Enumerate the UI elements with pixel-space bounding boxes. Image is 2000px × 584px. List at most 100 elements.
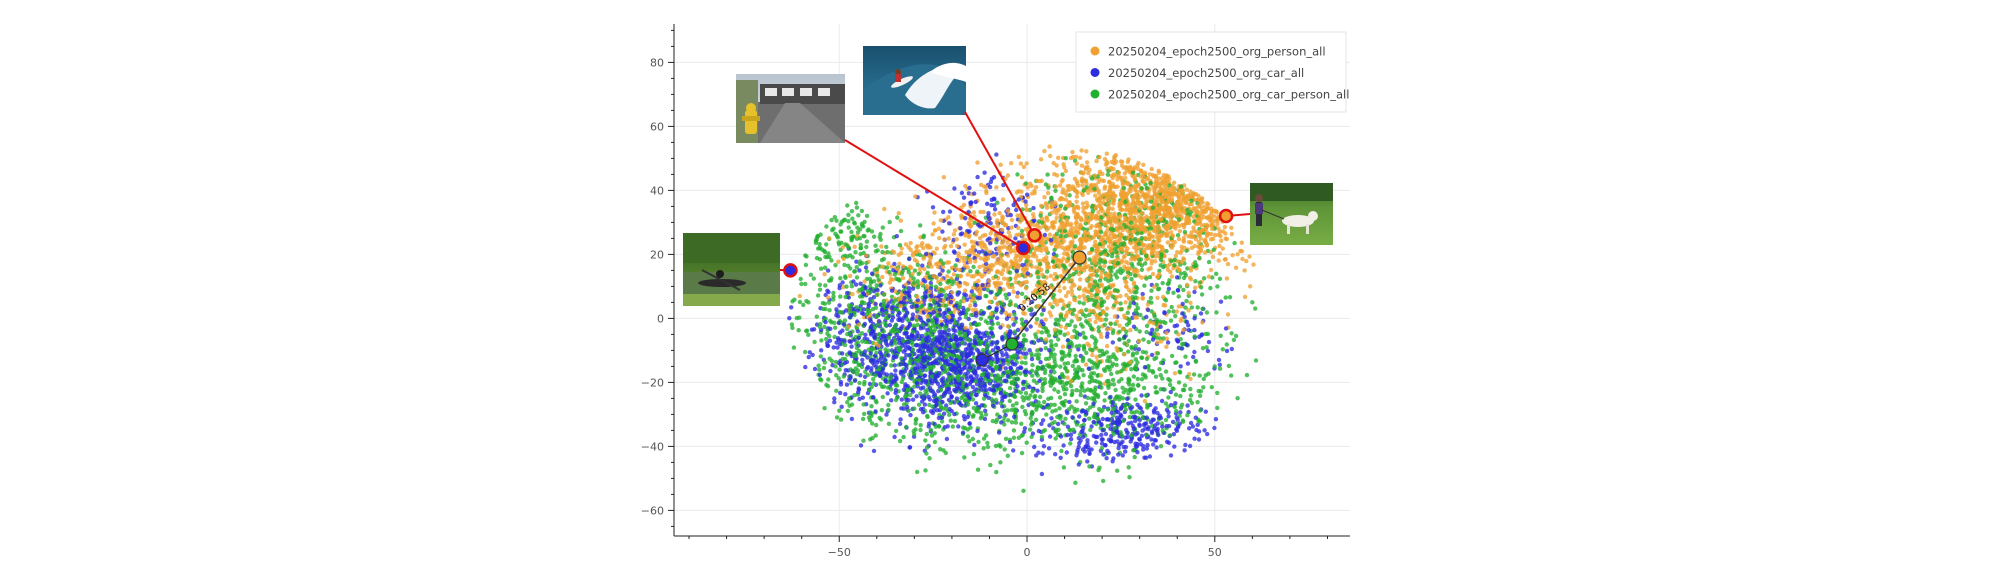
data-point xyxy=(1075,408,1079,412)
data-point xyxy=(939,218,943,222)
data-point xyxy=(1014,280,1018,284)
data-point xyxy=(812,340,816,344)
data-point xyxy=(803,282,807,286)
data-point xyxy=(944,286,948,290)
data-point xyxy=(1133,419,1137,423)
data-point xyxy=(904,331,908,335)
data-point xyxy=(932,210,936,214)
data-point xyxy=(1099,433,1103,437)
data-point xyxy=(1199,389,1203,393)
data-point xyxy=(797,328,801,332)
data-point xyxy=(869,358,873,362)
data-point xyxy=(1109,372,1113,376)
data-point xyxy=(1088,217,1092,221)
data-point xyxy=(1226,312,1230,316)
data-point xyxy=(966,434,970,438)
data-point xyxy=(1069,384,1073,388)
data-point xyxy=(1061,345,1065,349)
data-point xyxy=(1060,179,1064,183)
data-point xyxy=(1078,277,1082,281)
data-point xyxy=(1062,465,1066,469)
data-point xyxy=(1134,444,1138,448)
data-point xyxy=(838,294,842,298)
data-point xyxy=(886,403,890,407)
data-point xyxy=(1167,188,1171,192)
data-point xyxy=(924,451,928,455)
data-point xyxy=(1178,394,1182,398)
data-point xyxy=(1177,380,1181,384)
data-point xyxy=(880,265,884,269)
data-point xyxy=(898,422,902,426)
data-point xyxy=(1207,260,1211,264)
data-point xyxy=(994,233,998,237)
data-point xyxy=(1086,264,1090,268)
data-point xyxy=(1152,285,1156,289)
data-point xyxy=(971,351,975,355)
data-point xyxy=(850,209,854,213)
data-point xyxy=(1151,442,1155,446)
data-point xyxy=(988,463,992,467)
data-point xyxy=(1111,331,1115,335)
data-point xyxy=(1189,240,1193,244)
data-point xyxy=(938,282,942,286)
data-point xyxy=(1142,456,1146,460)
data-point xyxy=(839,417,843,421)
data-point xyxy=(899,219,903,223)
data-point xyxy=(982,397,986,401)
data-point xyxy=(1214,272,1218,276)
data-point xyxy=(1144,350,1148,354)
data-point xyxy=(1206,349,1210,353)
data-point xyxy=(1137,339,1141,343)
data-point xyxy=(1194,416,1198,420)
data-point xyxy=(1049,274,1053,278)
data-point xyxy=(971,265,975,269)
data-point xyxy=(1151,369,1155,373)
data-point xyxy=(1015,376,1019,380)
data-point xyxy=(1055,232,1059,236)
data-point xyxy=(838,330,842,334)
data-point xyxy=(1006,454,1010,458)
data-point xyxy=(852,360,856,364)
data-point xyxy=(1114,300,1118,304)
data-point xyxy=(983,294,987,298)
data-point xyxy=(1028,427,1032,431)
data-point xyxy=(1046,329,1050,333)
data-point xyxy=(835,415,839,419)
data-point xyxy=(1089,326,1093,330)
data-point xyxy=(1121,327,1125,331)
data-point xyxy=(1145,324,1149,328)
data-point xyxy=(1014,401,1018,405)
data-point xyxy=(923,468,927,472)
data-point xyxy=(1016,226,1020,230)
data-point xyxy=(1038,395,1042,399)
data-point xyxy=(913,371,917,375)
data-point xyxy=(1065,450,1069,454)
data-point xyxy=(1008,386,1012,390)
data-point xyxy=(1017,155,1021,159)
data-point xyxy=(893,373,897,377)
data-point xyxy=(989,342,993,346)
data-point xyxy=(1033,394,1037,398)
data-point xyxy=(1168,378,1172,382)
data-point xyxy=(1132,268,1136,272)
data-point xyxy=(1039,348,1043,352)
data-point xyxy=(1195,400,1199,404)
data-point xyxy=(960,341,964,345)
data-point xyxy=(953,228,957,232)
data-point xyxy=(1001,308,1005,312)
data-point xyxy=(961,425,965,429)
data-point xyxy=(953,250,957,254)
data-point xyxy=(1176,194,1180,198)
data-point xyxy=(1137,347,1141,351)
data-point xyxy=(1006,418,1010,422)
data-point xyxy=(1164,369,1168,373)
data-point xyxy=(1040,312,1044,316)
data-point xyxy=(901,276,905,280)
data-point xyxy=(925,432,929,436)
data-point xyxy=(983,377,987,381)
data-point xyxy=(1080,183,1084,187)
data-point xyxy=(1078,389,1082,393)
data-point xyxy=(1192,316,1196,320)
data-point xyxy=(972,274,976,278)
